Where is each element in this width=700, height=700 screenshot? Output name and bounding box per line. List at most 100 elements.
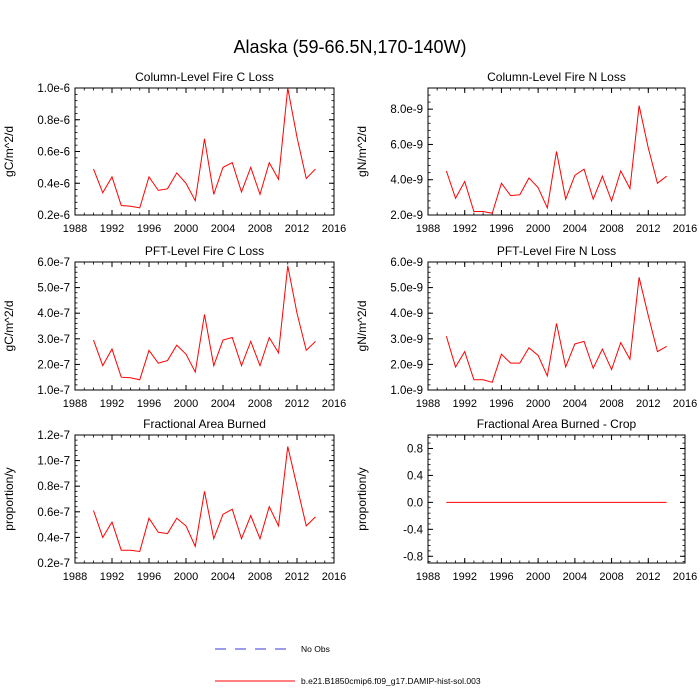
x-tick-label: 2000 bbox=[526, 223, 550, 235]
x-tick-label: 2004 bbox=[563, 398, 587, 410]
x-tick-label: 2008 bbox=[248, 398, 272, 410]
x-tick-label: 1992 bbox=[100, 398, 124, 410]
y-tick-label: 1.0e-6 bbox=[37, 83, 70, 95]
y-tick-label: 0.8e-6 bbox=[37, 115, 70, 127]
panel-column-level-fire-c-loss: Column-Level Fire C Loss gC/m^2/d 1988 1992… bbox=[2, 70, 346, 235]
x-tick-label: 2008 bbox=[599, 223, 623, 235]
x-tick-label: 2012 bbox=[285, 571, 309, 583]
panel-title: Fractional Area Burned - Crop bbox=[477, 417, 637, 431]
x-tick-label: 2000 bbox=[174, 571, 198, 583]
y-axis-label: gC/m^2/d bbox=[2, 301, 16, 352]
y-tick-label: -0.4 bbox=[403, 524, 423, 536]
x-tick-label: 1988 bbox=[63, 571, 87, 583]
series-line bbox=[445, 277, 667, 383]
y-tick-label: 6.0e-9 bbox=[390, 139, 423, 151]
y-tick-label: 0.8 bbox=[407, 443, 423, 455]
panel-title: Column-Level Fire N Loss bbox=[487, 70, 626, 84]
x-tick-label: 2008 bbox=[599, 398, 623, 410]
panel-pft-level-fire-c-loss: PFT-Level Fire C Loss gC/m^2/d 1988 1992 199… bbox=[2, 244, 346, 410]
x-tick-label: 2000 bbox=[526, 398, 550, 410]
plot-frame bbox=[74, 261, 335, 391]
panel-fractional-area-burned: Fractional Area Burned proportion/y 1988 19… bbox=[2, 417, 346, 583]
y-tick-label: 3.0e-7 bbox=[37, 334, 70, 346]
x-tick-label: 1988 bbox=[416, 223, 440, 235]
y-tick-label: 0.4 bbox=[407, 470, 424, 482]
panel-title: PFT-Level Fire N Loss bbox=[497, 244, 616, 258]
y-tick-label: 0.2e-7 bbox=[37, 558, 70, 570]
x-tick-label: 2004 bbox=[211, 223, 235, 235]
x-tick-label: 1988 bbox=[416, 398, 440, 410]
panel-pft-level-fire-n-loss: PFT-Level Fire N Loss gN/m^2/d 1988 1992 199… bbox=[355, 244, 697, 410]
y-tick-label: 1.0e-9 bbox=[390, 385, 423, 397]
x-tick-label: 2016 bbox=[322, 571, 346, 583]
x-tick-label: 2012 bbox=[285, 223, 309, 235]
x-tick-label: 2012 bbox=[285, 398, 309, 410]
y-tick-label: 0.8e-7 bbox=[37, 481, 70, 493]
x-tick-label: 2008 bbox=[599, 571, 623, 583]
y-tick-label: 4.0e-7 bbox=[37, 308, 70, 320]
y-tick-label: 0.2e-6 bbox=[37, 210, 70, 222]
legend: No Obs b.e21.B1850cmip6.f09_g17.DAMIP-hi… bbox=[215, 644, 481, 686]
x-tick-label: 2016 bbox=[673, 571, 697, 583]
panel-title: PFT-Level Fire C Loss bbox=[145, 244, 264, 258]
y-tick-label: 1.0e-7 bbox=[37, 385, 70, 397]
y-tick-label: 4.0e-9 bbox=[390, 175, 423, 187]
plot-frame bbox=[74, 434, 335, 564]
y-tick-label: -0.8 bbox=[403, 551, 423, 563]
x-tick-label: 2016 bbox=[673, 398, 697, 410]
x-tick-label: 1992 bbox=[100, 223, 124, 235]
x-tick-label: 2004 bbox=[563, 223, 587, 235]
x-tick-label: 1996 bbox=[137, 223, 161, 235]
panel-column-level-fire-n-loss: Column-Level Fire N Loss gN/m^2/d 1988 1992… bbox=[355, 70, 697, 235]
y-tick-label: 0.0 bbox=[407, 497, 423, 509]
x-tick-label: 1988 bbox=[63, 223, 87, 235]
y-tick-label: 5.0e-9 bbox=[390, 283, 423, 295]
y-tick-label: 5.0e-7 bbox=[37, 283, 70, 295]
y-tick-label: 1.2e-7 bbox=[37, 430, 70, 442]
y-axis-label: proportion/y bbox=[2, 467, 16, 530]
x-tick-label: 2008 bbox=[248, 223, 272, 235]
series-line bbox=[93, 265, 316, 381]
y-axis-label: gN/m^2/d bbox=[355, 301, 369, 352]
legend-label-model: b.e21.B1850cmip6.f09_g17.DAMIP-hist-sol.… bbox=[301, 676, 481, 686]
y-tick-label: 2.0e-9 bbox=[390, 210, 423, 222]
y-tick-label: 0.6e-7 bbox=[37, 507, 70, 519]
x-tick-label: 2004 bbox=[563, 571, 587, 583]
series-line bbox=[93, 87, 316, 209]
y-axis-label: gC/m^2/d bbox=[2, 126, 16, 177]
x-tick-label: 2012 bbox=[636, 223, 660, 235]
y-axis-label: proportion/y bbox=[355, 467, 369, 530]
x-tick-label: 1988 bbox=[63, 398, 87, 410]
y-tick-label: 8.0e-9 bbox=[390, 104, 423, 116]
x-tick-label: 1996 bbox=[489, 223, 513, 235]
x-tick-label: 2012 bbox=[636, 571, 660, 583]
x-tick-label: 1992 bbox=[452, 223, 476, 235]
panel-title: Fractional Area Burned bbox=[143, 417, 266, 431]
plot-frame bbox=[74, 87, 335, 216]
x-tick-label: 2000 bbox=[174, 223, 198, 235]
x-tick-label: 1996 bbox=[137, 571, 161, 583]
x-tick-label: 2004 bbox=[211, 571, 235, 583]
x-tick-label: 2016 bbox=[322, 398, 346, 410]
legend-item-no-obs: No Obs bbox=[215, 644, 330, 654]
x-tick-label: 2000 bbox=[174, 398, 198, 410]
x-tick-label: 1992 bbox=[452, 398, 476, 410]
plot-frame bbox=[427, 434, 686, 564]
legend-item-model: b.e21.B1850cmip6.f09_g17.DAMIP-hist-sol.… bbox=[215, 676, 481, 686]
x-tick-label: 1992 bbox=[100, 571, 124, 583]
panel-title: Column-Level Fire C Loss bbox=[135, 70, 274, 84]
y-tick-label: 6.0e-7 bbox=[37, 257, 70, 269]
x-tick-label: 2016 bbox=[673, 223, 697, 235]
y-tick-label: 4.0e-9 bbox=[390, 308, 423, 320]
panels: Column-Level Fire C Loss gC/m^2/d 1988 1992… bbox=[2, 70, 697, 583]
y-tick-label: 0.6e-6 bbox=[37, 147, 70, 159]
series-line bbox=[445, 105, 667, 214]
y-axis-label: gN/m^2/d bbox=[355, 126, 369, 177]
y-tick-label: 0.4e-6 bbox=[37, 178, 70, 190]
x-tick-label: 2008 bbox=[248, 571, 272, 583]
x-tick-label: 1992 bbox=[452, 571, 476, 583]
x-tick-label: 1988 bbox=[416, 571, 440, 583]
y-tick-label: 2.0e-7 bbox=[37, 359, 70, 371]
y-tick-label: 6.0e-9 bbox=[390, 257, 423, 269]
